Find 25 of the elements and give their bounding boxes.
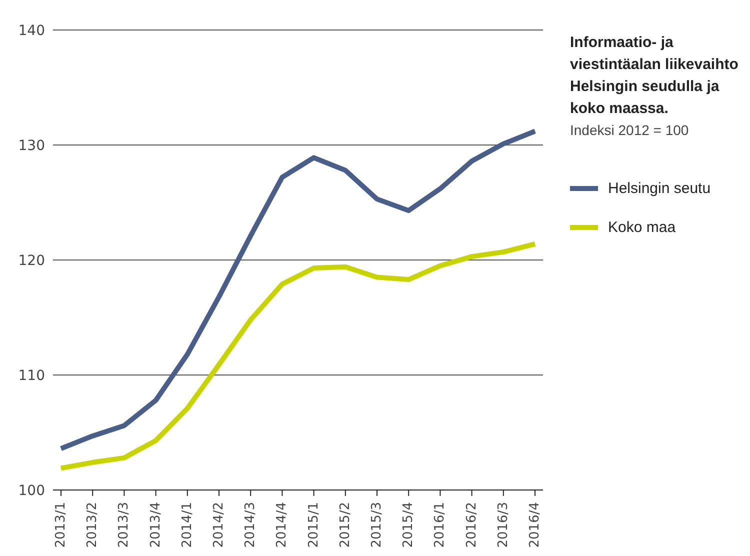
text: Informaatio- ja viestintäalan liikevaihto Helsingin seudulla ja koko maassa.	[570, 33, 740, 119]
x-tick-label: 2014/3	[243, 502, 258, 548]
x-tick-label: 2016/3	[496, 502, 511, 548]
legend-label: Koko maa	[608, 219, 676, 236]
y-tick-label: 120	[18, 252, 45, 269]
x-tick-label: 2014/4	[274, 502, 290, 548]
x-tick-label: 2016/4	[528, 502, 542, 548]
x-tick-label: 2013/3	[116, 502, 132, 548]
x-tick-label: 2013/1	[54, 502, 68, 548]
text: Indeksi 2012 = 100	[570, 122, 690, 138]
x-tick-label: 2013/2	[85, 502, 100, 548]
x-tick-label: 2016/1	[432, 502, 448, 548]
x-tick-label: 2014/1	[180, 502, 195, 548]
x-tick-label: 2015/2	[338, 502, 353, 548]
x-tick-label: 2015/1	[306, 502, 322, 548]
legend-label: Helsingin seutu	[608, 180, 711, 197]
x-tick-label: 2015/4	[401, 502, 416, 548]
x-tick-label: 2016/2	[464, 502, 480, 548]
y-tick-label: 130	[18, 138, 45, 154]
y-tick-label: 110	[18, 368, 45, 384]
y-tick-label: 100	[18, 482, 45, 499]
y-tick-label: 140	[18, 22, 45, 39]
x-tick-label: 2015/3	[370, 502, 384, 548]
x-tick-label: 2014/2	[212, 502, 226, 548]
x-tick-label: 2013/4	[148, 502, 164, 548]
